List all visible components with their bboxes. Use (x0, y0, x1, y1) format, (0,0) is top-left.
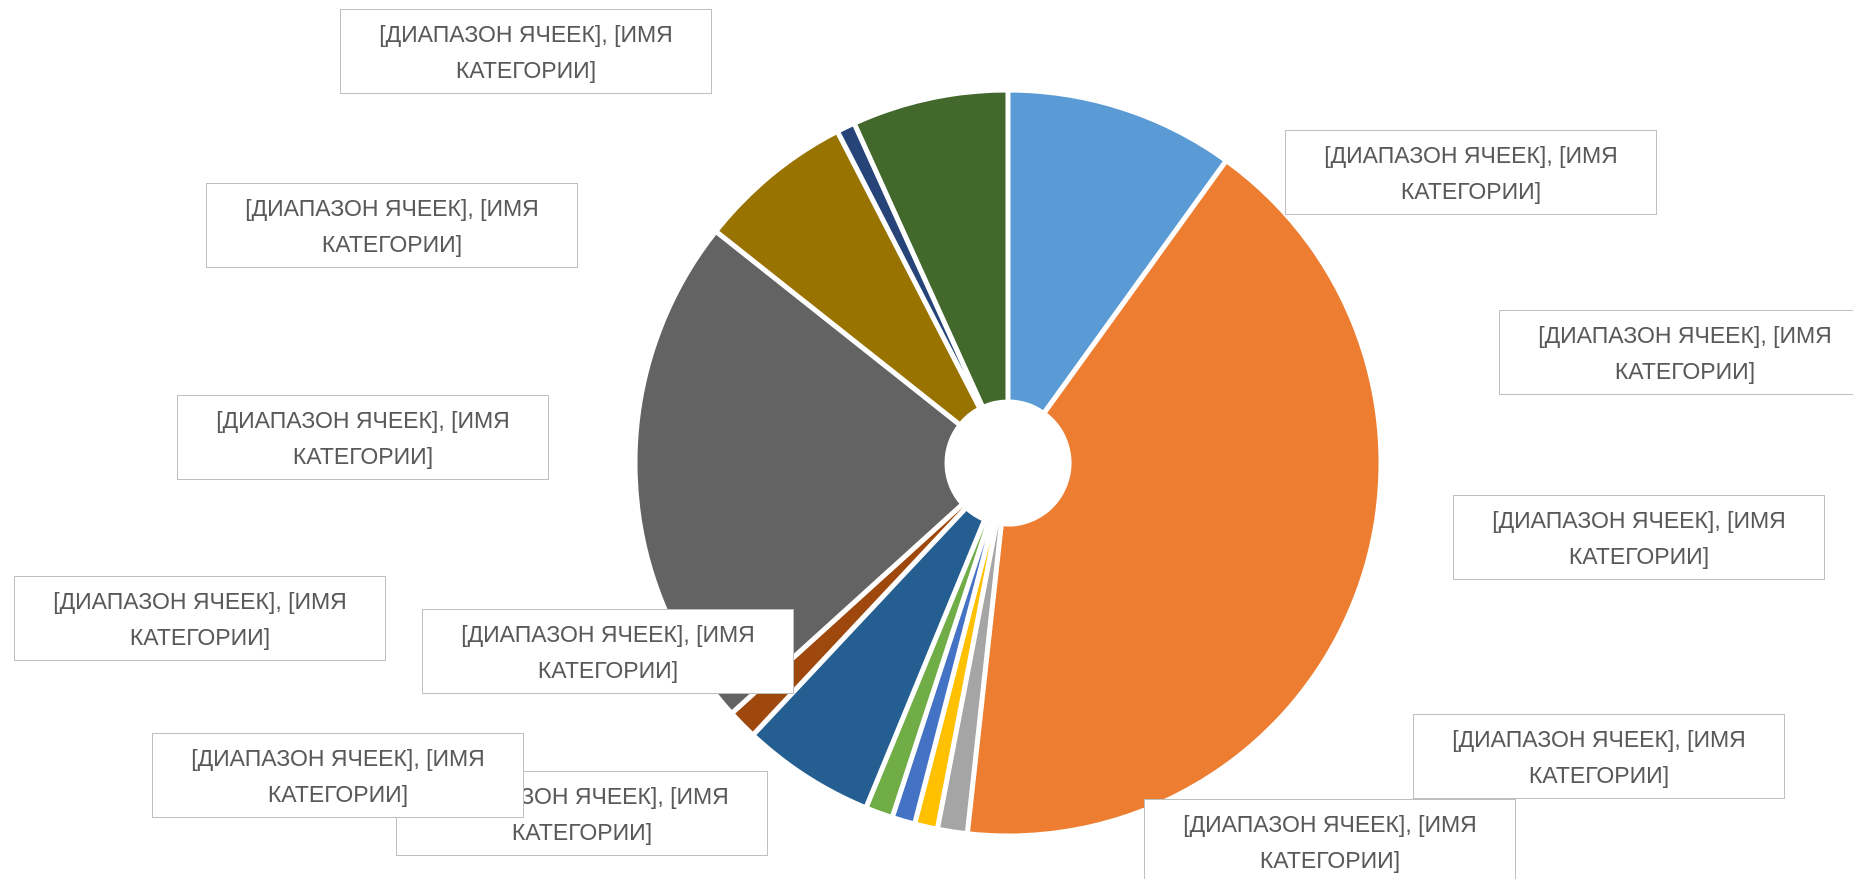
doughnut-segment (712, 127, 984, 429)
data-label: [ДИАПАЗОН ЯЧЕЕК], [ИМЯ КАТЕГОРИИ] (1144, 799, 1516, 879)
data-label: [ДИАПАЗОН ЯЧЕЕК], [ИМЯ КАТЕГОРИИ] (1285, 130, 1657, 215)
data-label: [ДИАПАЗОН ЯЧЕЕК], [ИМЯ КАТЕГОРИИ] (422, 609, 794, 694)
data-label: [ДИАПАЗОН ЯЧЕЕК], [ИМЯ КАТЕГОРИИ] (340, 9, 712, 94)
data-label: [ДИАПАЗОН ЯЧЕЕК], [ИМЯ КАТЕГОРИИ] (152, 733, 524, 818)
doughnut-segment (964, 157, 1384, 839)
data-label: [ДИАПАЗОН ЯЧЕЕК], [ИМЯ КАТЕГОРИИ] (1453, 495, 1825, 580)
data-label: [ДИАПАЗОН ЯЧЕЕК], [ИМЯ КАТЕГОРИИ] (1413, 714, 1785, 799)
data-label: [ДИАПАЗОН ЯЧЕЕК], [ИМЯ КАТЕГОРИИ] (177, 395, 549, 480)
doughnut-segment (749, 503, 989, 812)
data-label: [ДИАПАЗОН ЯЧЕЕК], [ИМЯ КАТЕГОРИИ] (14, 576, 386, 661)
doughnut-segment (850, 87, 1011, 411)
data-label: [ДИАПАЗОН ЯЧЕЕК], [ИМЯ КАТЕГОРИИ] (1499, 310, 1853, 395)
data-label: [ДИАПАЗОН ЯЧЕЕК], [ИМЯ КАТЕГОРИИ] (206, 183, 578, 268)
doughnut-segment (1005, 87, 1230, 418)
